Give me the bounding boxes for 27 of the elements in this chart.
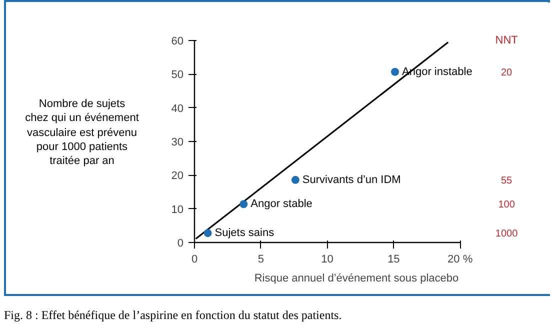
- x-tick-label: 5: [258, 254, 264, 266]
- y-tick-label: 60: [171, 36, 184, 48]
- y-tick-label: 20: [171, 170, 184, 182]
- point: [204, 229, 212, 238]
- text: 100: [498, 200, 516, 211]
- x-tick-label: 10: [321, 254, 334, 266]
- point: [240, 200, 248, 208]
- y-tick-label: 50: [171, 69, 184, 82]
- point: [391, 68, 400, 76]
- text: 1000: [495, 228, 518, 240]
- annotation: Sujets sains: [214, 227, 275, 240]
- x-tick-label: 15: [388, 254, 400, 266]
- y-tick-label: 30: [171, 136, 184, 149]
- point: [291, 176, 300, 184]
- y-tick-label: 10: [171, 204, 184, 216]
- y-axis-title: Nombre de sujets chez qui un événement vasculaire est prévenu pour 1000 patients traitée par an: [25, 97, 139, 168]
- x-tick-label: 0: [191, 254, 198, 266]
- x-axis-title: Risque annuel d’événement sous placebo: [254, 272, 459, 284]
- text: 55: [500, 175, 513, 186]
- annotation: Survivants d’un IDM: [302, 174, 401, 186]
- annotation: Angor stable: [250, 198, 312, 210]
- text: NNT: [495, 34, 518, 47]
- x-tick-label: 20 %: [448, 254, 473, 266]
- y-tick-label: 40: [171, 102, 184, 115]
- text: Fig. 8 : Effet bénéfique de l’aspirine en fonction du statut des patients.: [4, 307, 342, 324]
- y-tick-label: 0: [177, 238, 184, 250]
- text: 20: [500, 67, 513, 78]
